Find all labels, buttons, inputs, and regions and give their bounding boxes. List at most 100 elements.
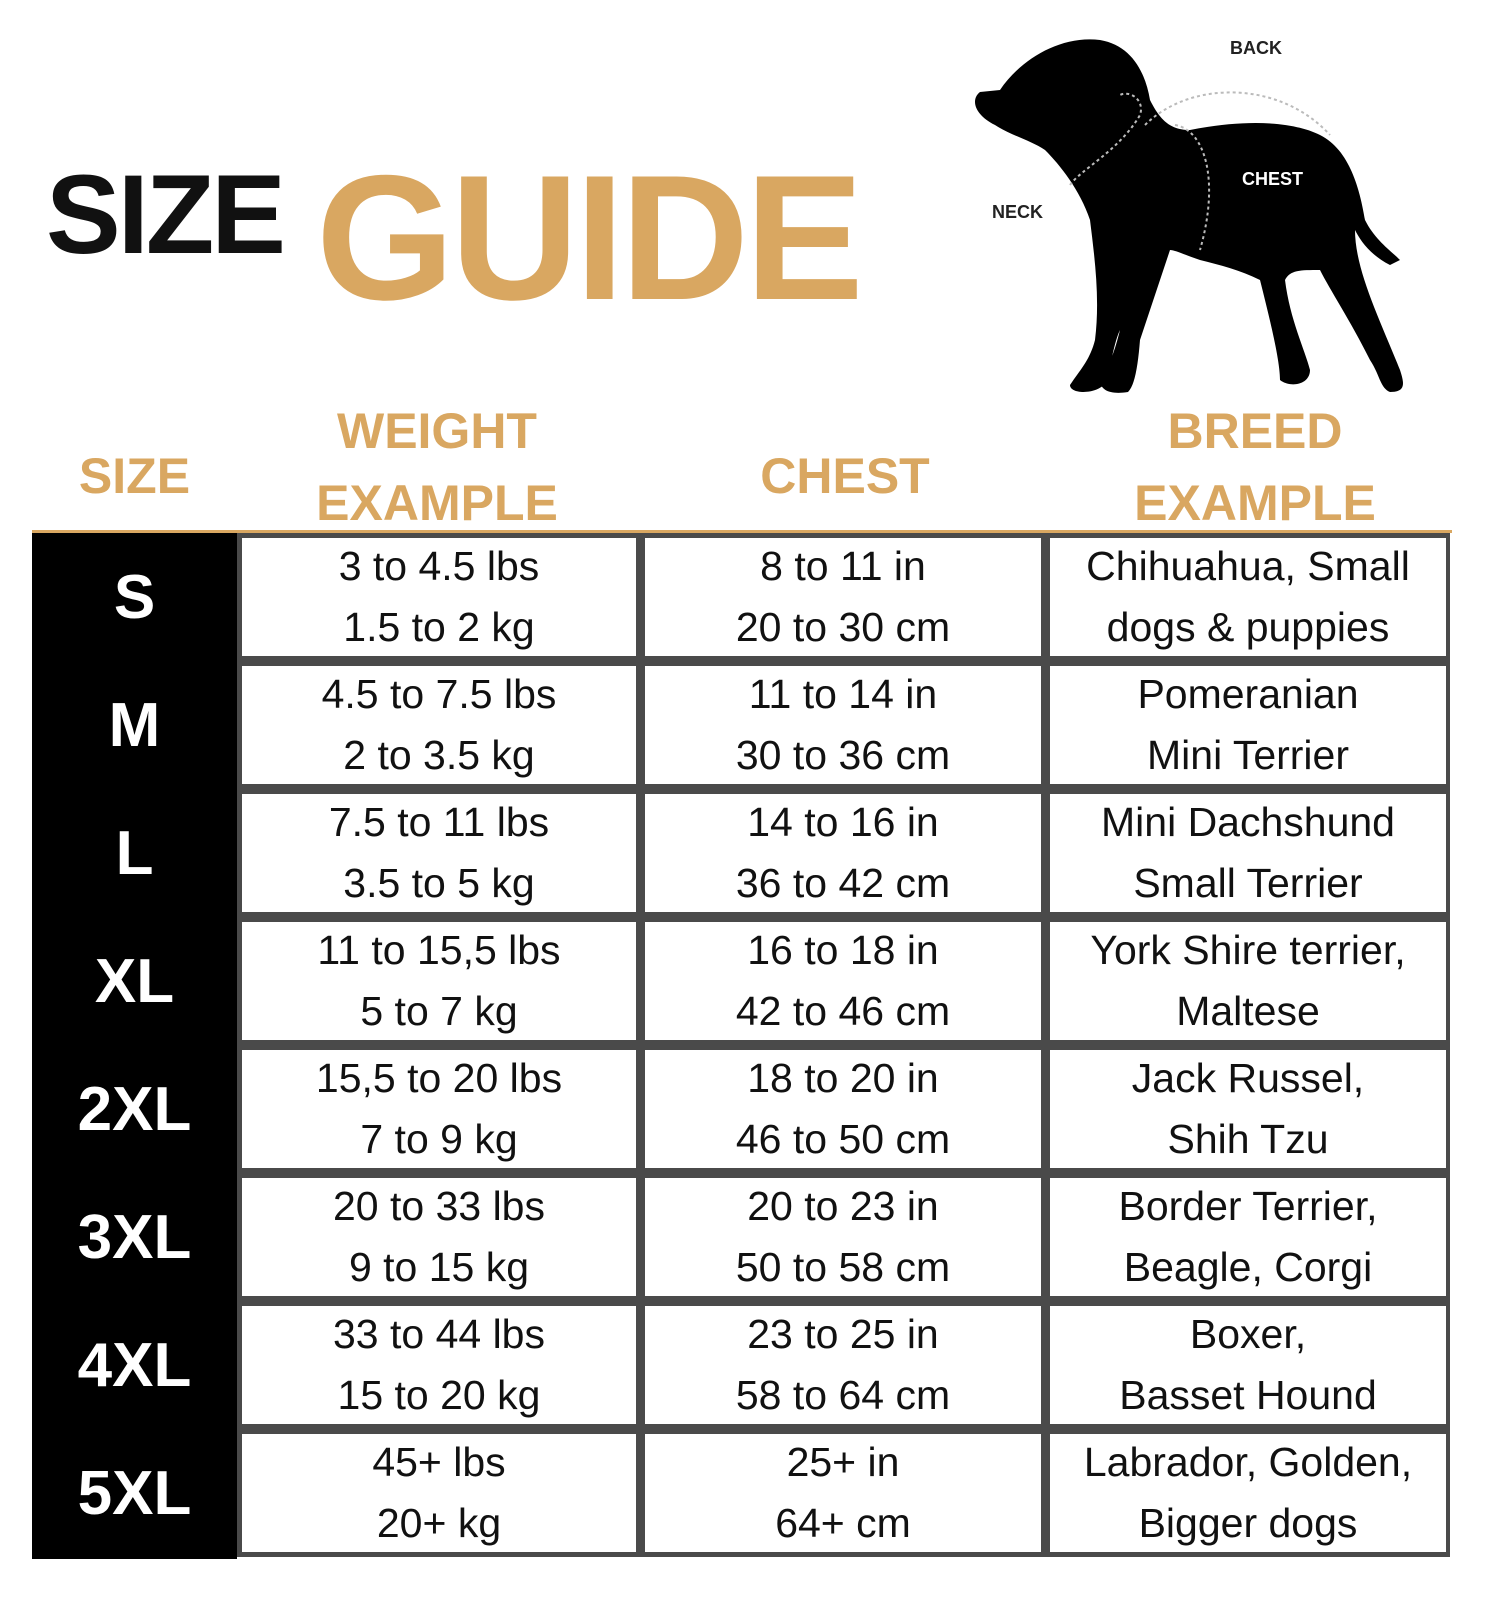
weight-cell: 4.5 to 7.5 lbs 2 to 3.5 kg bbox=[237, 661, 640, 789]
weight-kg: 5 to 7 kg bbox=[360, 988, 518, 1034]
header-divider bbox=[32, 530, 1452, 533]
weight-lbs: 11 to 15,5 lbs bbox=[317, 927, 561, 973]
chest-in: 16 to 18 in bbox=[747, 927, 939, 973]
breed-line1: Mini Dachshund bbox=[1101, 799, 1395, 845]
size-label: 4XL bbox=[77, 1330, 192, 1400]
size-label: 2XL bbox=[77, 1074, 192, 1144]
dog-silhouette-icon bbox=[975, 39, 1403, 393]
chest-cm: 50 to 58 cm bbox=[735, 1244, 951, 1290]
size-label: 3XL bbox=[77, 1202, 192, 1272]
chest-in: 14 to 16 in bbox=[747, 799, 939, 845]
header-weight-line2: EXAMPLE bbox=[316, 475, 558, 531]
chest-cell: 8 to 11 in 20 to 30 cm bbox=[640, 533, 1045, 661]
weight-lbs: 45+ lbs bbox=[372, 1439, 506, 1485]
chest-cm: 42 to 46 cm bbox=[735, 988, 951, 1034]
header-size: SIZE bbox=[32, 440, 237, 512]
weight-cell: 20 to 33 lbs 9 to 15 kg bbox=[237, 1173, 640, 1301]
breed-cell: Chihuahua, Small dogs & puppies bbox=[1045, 533, 1450, 661]
size-label: XL bbox=[94, 946, 175, 1016]
chest-cell: 25+ in 64+ cm bbox=[640, 1429, 1045, 1557]
size-label: M bbox=[108, 690, 161, 760]
size-label: S bbox=[113, 562, 156, 632]
neck-measure-line bbox=[1069, 92, 1142, 186]
chest-in: 23 to 25 in bbox=[747, 1311, 939, 1357]
chest-cell: 14 to 16 in 36 to 42 cm bbox=[640, 789, 1045, 917]
title-guide: GUIDE bbox=[316, 138, 864, 337]
weight-lbs: 15,5 to 20 lbs bbox=[315, 1055, 563, 1101]
chest-cell: 16 to 18 in 42 to 46 cm bbox=[640, 917, 1045, 1045]
weight-kg: 3.5 to 5 kg bbox=[343, 860, 535, 906]
breed-line2: Shih Tzu bbox=[1167, 1116, 1329, 1162]
chest-cell: 11 to 14 in 30 to 36 cm bbox=[640, 661, 1045, 789]
table-row: L 7.5 to 11 lbs 3.5 to 5 kg 14 to 16 in 36 t… bbox=[32, 789, 1454, 917]
breed-line1: Labrador, Golden, bbox=[1083, 1439, 1413, 1485]
chest-measure-line bbox=[1174, 124, 1211, 251]
chest-label: CHEST bbox=[1242, 169, 1303, 189]
dog-measurement-diagram: BACK CHEST NECK bbox=[975, 38, 1403, 393]
breed-line2: Maltese bbox=[1176, 988, 1320, 1034]
size-column bbox=[32, 533, 237, 1559]
header-chest-text: CHEST bbox=[760, 448, 930, 504]
weight-lbs: 3 to 4.5 lbs bbox=[338, 543, 540, 589]
header-weight-line1: WEIGHT bbox=[337, 403, 537, 459]
table-row: S 3 to 4.5 lbs 1.5 to 2 kg 8 to 11 in 20 to … bbox=[32, 533, 1454, 661]
breed-line2: dogs & puppies bbox=[1106, 604, 1390, 650]
chest-cell: 23 to 25 in 58 to 64 cm bbox=[640, 1301, 1045, 1429]
title-size: SIZE bbox=[46, 152, 286, 277]
breed-line1: Boxer, bbox=[1189, 1311, 1307, 1357]
chest-in: 18 to 20 in bbox=[747, 1055, 939, 1101]
weight-cell: 33 to 44 lbs 15 to 20 kg bbox=[237, 1301, 640, 1429]
header-chest: CHEST bbox=[640, 440, 1050, 512]
chest-in: 11 to 14 in bbox=[748, 671, 938, 717]
chest-cell: 20 to 23 in 50 to 58 cm bbox=[640, 1173, 1045, 1301]
chest-cm: 46 to 50 cm bbox=[735, 1116, 951, 1162]
chest-cm: 58 to 64 cm bbox=[735, 1372, 951, 1418]
header-breed: BREED EXAMPLE bbox=[1050, 395, 1460, 539]
header-weight: WEIGHT EXAMPLE bbox=[237, 395, 637, 539]
weight-kg: 2 to 3.5 kg bbox=[343, 732, 535, 778]
weight-cell: 7.5 to 11 lbs 3.5 to 5 kg bbox=[237, 789, 640, 917]
weight-lbs: 20 to 33 lbs bbox=[333, 1183, 545, 1229]
breed-line1: Border Terrier, bbox=[1118, 1183, 1378, 1229]
size-table: S 3 to 4.5 lbs 1.5 to 2 kg 8 to 11 in 20 to … bbox=[32, 533, 1454, 1559]
breed-line1: York Shire terrier, bbox=[1090, 927, 1406, 973]
size-label: 5XL bbox=[77, 1458, 192, 1528]
chest-in: 25+ in bbox=[786, 1439, 900, 1485]
weight-lbs: 4.5 to 7.5 lbs bbox=[321, 671, 557, 717]
breed-cell: Mini Dachshund Small Terrier bbox=[1045, 789, 1450, 917]
weight-kg: 9 to 15 kg bbox=[348, 1244, 530, 1290]
back-measure-line bbox=[1144, 91, 1331, 136]
weight-kg: 7 to 9 kg bbox=[360, 1116, 518, 1162]
chest-in: 20 to 23 in bbox=[747, 1183, 939, 1229]
weight-lbs: 7.5 to 11 lbs bbox=[328, 799, 550, 845]
breed-line2: Basset Hound bbox=[1119, 1372, 1377, 1418]
breed-cell: Border Terrier, Beagle, Corgi bbox=[1045, 1173, 1450, 1301]
back-label: BACK bbox=[1230, 38, 1282, 58]
chest-cm: 36 to 42 cm bbox=[735, 860, 951, 906]
chest-cm: 30 to 36 cm bbox=[735, 732, 951, 778]
weight-kg: 20+ kg bbox=[376, 1500, 502, 1546]
header-breed-line2: EXAMPLE bbox=[1134, 475, 1376, 531]
weight-cell: 3 to 4.5 lbs 1.5 to 2 kg bbox=[237, 533, 640, 661]
chest-cm: 64+ cm bbox=[775, 1500, 911, 1546]
chest-cell: 18 to 20 in 46 to 50 cm bbox=[640, 1045, 1045, 1173]
weight-lbs: 33 to 44 lbs bbox=[333, 1311, 545, 1357]
weight-kg: 15 to 20 kg bbox=[337, 1372, 541, 1418]
breed-line2: Mini Terrier bbox=[1147, 732, 1349, 778]
breed-line2: Bigger dogs bbox=[1138, 1500, 1358, 1546]
breed-cell: York Shire terrier, Maltese bbox=[1045, 917, 1450, 1045]
header-breed-line1: BREED bbox=[1167, 403, 1343, 459]
table-row: 4XL 33 to 44 lbs 15 to 20 kg 23 to 25 in 58 … bbox=[32, 1301, 1454, 1429]
breed-line1: Jack Russel, bbox=[1131, 1055, 1365, 1101]
breed-line1: Pomeranian bbox=[1137, 671, 1359, 717]
breed-cell: Boxer, Basset Hound bbox=[1045, 1301, 1450, 1429]
weight-cell: 11 to 15,5 lbs 5 to 7 kg bbox=[237, 917, 640, 1045]
table-row: M 4.5 to 7.5 lbs 2 to 3.5 kg 11 to 14 in 30 … bbox=[32, 661, 1454, 789]
weight-cell: 15,5 to 20 lbs 7 to 9 kg bbox=[237, 1045, 640, 1173]
chest-cm: 20 to 30 cm bbox=[735, 604, 951, 650]
header-size-text: SIZE bbox=[78, 448, 191, 504]
weight-kg: 1.5 to 2 kg bbox=[343, 604, 535, 650]
neck-label: NECK bbox=[992, 202, 1043, 222]
table-row: 5XL 45+ lbs 20+ kg 25+ in 64+ cm Labrador, Go… bbox=[32, 1429, 1454, 1557]
table-row: 2XL 15,5 to 20 lbs 7 to 9 kg 18 to 20 in 46 … bbox=[32, 1045, 1454, 1173]
